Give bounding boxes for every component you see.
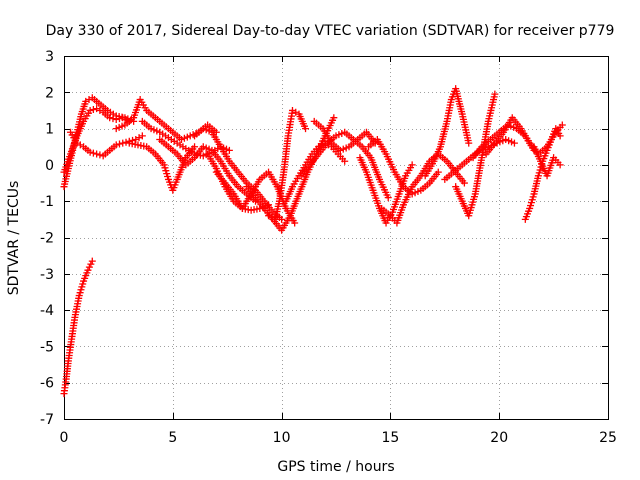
- y-tick-label: 2: [45, 85, 54, 101]
- data-point: [278, 215, 286, 223]
- data-point: [341, 157, 349, 165]
- x-tick-label: 10: [273, 430, 291, 446]
- data-point: [265, 201, 273, 209]
- data-point: [384, 194, 392, 202]
- data-point: [491, 90, 499, 98]
- data-point: [86, 106, 94, 114]
- data-point: [460, 179, 468, 187]
- x-tick-labels: 0 5 10 15 20 25: [60, 430, 617, 446]
- data-point-fill: [89, 149, 97, 157]
- satellite-track-22: [452, 90, 499, 220]
- satellite-track-13: [265, 106, 310, 223]
- satellite-track-8: [156, 135, 259, 205]
- data-point: [86, 148, 94, 156]
- satellite-track-25: [521, 125, 564, 223]
- data-point: [106, 114, 114, 122]
- data-point-fill: [115, 115, 123, 123]
- satellite-track-17: [356, 154, 416, 227]
- y-tick-label: -2: [40, 231, 54, 247]
- data-point: [138, 132, 146, 140]
- data-point: [510, 139, 518, 147]
- satellite-track-16: [310, 117, 379, 154]
- data-point: [88, 257, 96, 265]
- data-point: [93, 150, 101, 158]
- data-point: [556, 161, 564, 169]
- satellite-track-12: [243, 114, 338, 234]
- data-point-fill: [85, 263, 93, 271]
- satellite-track-15: [297, 128, 392, 202]
- data-point-fill: [96, 151, 104, 159]
- x-axis-label: GPS time / hours: [277, 459, 394, 475]
- grid: [64, 56, 608, 419]
- data-point-fill: [87, 260, 95, 268]
- data-point: [558, 121, 566, 129]
- data-point: [556, 132, 564, 140]
- x-tick-label: 25: [599, 430, 617, 446]
- y-tick-label: 0: [45, 158, 54, 174]
- satellite-track-20: [421, 85, 473, 180]
- data-point-fill: [122, 138, 130, 146]
- data-point: [330, 114, 338, 122]
- y-tick-label: 1: [45, 122, 54, 138]
- data-points: [60, 85, 566, 398]
- y-tick-label: -3: [40, 267, 54, 283]
- data-point: [408, 161, 416, 169]
- axis-ticks: [64, 56, 609, 420]
- satellite-track-26: [530, 143, 564, 180]
- data-point-fill: [89, 106, 97, 114]
- x-tick-label: 20: [490, 430, 508, 446]
- data-point-fill: [115, 140, 123, 148]
- data-point: [191, 143, 199, 151]
- y-tick-label: -1: [40, 194, 54, 210]
- data-point: [112, 116, 120, 124]
- y-tick-label: -5: [40, 339, 54, 355]
- satellite-track-6: [125, 139, 199, 194]
- y-tick-label: -4: [40, 303, 54, 319]
- data-point: [119, 139, 127, 147]
- x-tick-label: 0: [60, 430, 69, 446]
- y-tick-label: -7: [40, 412, 54, 428]
- data-point: [465, 139, 473, 147]
- x-tick-label: 5: [168, 430, 177, 446]
- satellite-track-3: [60, 105, 133, 176]
- data-point: [112, 141, 120, 149]
- chart-title: Day 330 of 2017, Sidereal Day-to-day VTE…: [46, 23, 615, 39]
- data-point: [434, 168, 442, 176]
- y-axis-label: SDTVAR / TECUs: [6, 181, 22, 296]
- data-point: [225, 146, 233, 154]
- data-point: [291, 219, 299, 227]
- data-point: [84, 266, 92, 274]
- data-point-fill: [109, 115, 117, 123]
- y-tick-label: 3: [45, 49, 54, 65]
- satellite-track-1: [60, 257, 96, 398]
- y-tick-labels: -7 -6 -5 -4 -3 -2 -1 0 1 2 3: [40, 49, 54, 428]
- data-point: [302, 125, 310, 133]
- x-tick-label: 15: [381, 430, 399, 446]
- y-tick-label: -6: [40, 376, 54, 392]
